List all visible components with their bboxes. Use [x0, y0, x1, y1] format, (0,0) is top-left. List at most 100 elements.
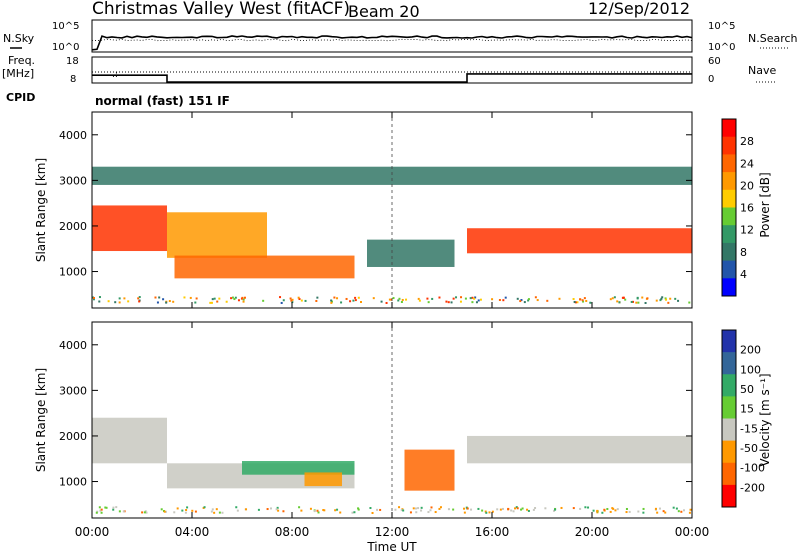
velocity-speckle: [496, 508, 499, 511]
velocity-speckle: [336, 508, 339, 511]
velocity-speckle: [322, 509, 325, 512]
freq-tick-top: 18: [66, 56, 79, 67]
velocity-speckle: [144, 510, 147, 513]
velocity-speckle: [532, 508, 535, 511]
power-speckle: [298, 298, 301, 301]
power-cbar-swatch: [722, 278, 736, 297]
velocity-speckle: [334, 509, 337, 512]
power-speckle: [572, 298, 575, 301]
nsky-label: N.Sky: [3, 32, 35, 45]
power-speckle: [230, 297, 233, 300]
nsky-tick-bottom: 10^0: [52, 42, 79, 53]
power-speckle: [609, 298, 612, 301]
velocity-speckle: [470, 508, 473, 511]
power-speckle: [211, 298, 214, 301]
velocity-band-0: [92, 417, 167, 464]
power-band-0: [92, 205, 167, 252]
power-speckle: [534, 296, 537, 299]
velocity-speckle: [99, 509, 102, 512]
velocity-band-2: [467, 435, 692, 464]
power-speckle: [282, 299, 285, 302]
power-speckle: [398, 297, 401, 300]
vel-cbar-tick-label: 100: [740, 363, 761, 376]
velocity-speckle: [447, 508, 450, 511]
velocity-speckle: [520, 508, 523, 511]
power-speckle: [156, 301, 159, 304]
power-band-1: [167, 212, 267, 258]
power-speckle: [660, 297, 663, 300]
power-speckle: [297, 296, 300, 299]
power-speckle: [431, 297, 434, 300]
velocity-speckle: [507, 508, 510, 511]
power-cbar-swatch: [722, 119, 736, 138]
velocity-speckle: [96, 510, 99, 513]
vel-cbar-tick-label: -100: [740, 462, 765, 475]
velocity-speckle: [527, 509, 530, 512]
velocity-speckle: [654, 507, 657, 510]
date-label: 12/Sep/2012: [588, 0, 690, 18]
velocity-speckle: [521, 507, 524, 510]
velocity-speckle: [682, 509, 685, 512]
power-speckle: [137, 297, 140, 300]
velocity-speckle: [656, 511, 659, 514]
velocity-speckle: [211, 508, 214, 511]
velocity-speckle: [323, 509, 326, 512]
power-speckle: [372, 297, 375, 300]
power-speckle: [400, 301, 403, 304]
power-speckle: [392, 297, 395, 300]
power-speckle: [165, 301, 168, 304]
power-speckle: [242, 300, 245, 303]
power-speckle: [427, 301, 430, 304]
velocity-speckle: [515, 506, 518, 509]
velocity-speckle: [587, 506, 590, 509]
velocity-speckle: [675, 507, 678, 510]
velocity-speckle: [266, 508, 269, 511]
power-speckle: [667, 301, 670, 304]
station-title: Christmas Valley West (fitACF): [92, 0, 350, 19]
power-speckle: [330, 299, 333, 302]
power-cbar-swatch: [722, 207, 736, 226]
velocity-speckle: [414, 507, 417, 510]
power-speckle: [172, 300, 175, 303]
power-speckle: [138, 300, 141, 303]
velocity-speckle: [163, 510, 166, 513]
power-speckle: [585, 299, 588, 302]
velocity-speckle: [625, 511, 628, 514]
y-tick-label: 2000: [59, 220, 87, 233]
power-colorbar-label: Power [dB]: [758, 172, 772, 237]
velocity-speckle: [688, 511, 691, 514]
freq-tick-bottom: 8: [70, 74, 76, 85]
velocity-speckle: [501, 507, 504, 510]
velocity-speckle: [579, 507, 582, 510]
power-speckle: [405, 298, 408, 301]
power-speckle: [426, 297, 429, 300]
power-speckle: [630, 300, 633, 303]
vel-cbar-swatch: [722, 440, 736, 464]
x-tick-label: 00:00: [75, 525, 110, 539]
velocity-speckle: [164, 510, 167, 513]
velocity-speckle: [398, 506, 401, 509]
nsky-tick-top: 10^5: [52, 21, 79, 32]
velocity-speckle: [427, 511, 430, 514]
power-band-3: [467, 228, 692, 254]
velocity-speckle: [572, 507, 575, 510]
power-speckle: [357, 296, 360, 299]
velocity-speckle: [184, 511, 187, 514]
power-speckle: [340, 301, 343, 304]
vel-cbar-tick-label: -15: [740, 422, 758, 435]
velocity-speckle: [544, 507, 547, 510]
power-speckle: [333, 296, 336, 299]
power-speckle: [388, 298, 391, 301]
power-speckle: [632, 300, 635, 303]
power-speckle: [118, 301, 121, 304]
power-speckle: [459, 300, 462, 303]
power-speckle: [491, 298, 494, 301]
power-speckle: [579, 298, 582, 301]
power-speckle: [674, 297, 677, 300]
power-speckle: [523, 301, 526, 304]
power-speckle: [498, 299, 501, 302]
power-speckle: [438, 296, 441, 299]
velocity-band-4: [304, 472, 342, 487]
velocity-speckle: [628, 510, 631, 513]
velocity-ylabel: Slant Range [km]: [34, 368, 48, 472]
